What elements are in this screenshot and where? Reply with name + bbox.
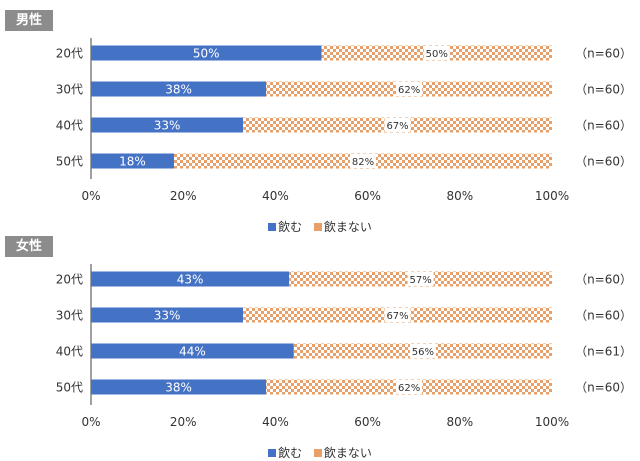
n-label: （n=60）: [575, 309, 632, 323]
female-legend: 飲む 飲まない: [0, 444, 640, 461]
legend-not-drink: 飲まない: [313, 444, 372, 461]
bar-label-drink: 38%: [165, 381, 192, 395]
bar-label-box: [409, 344, 436, 358]
legend-drink-swatch: [268, 223, 277, 231]
x-tick-label: 100%: [535, 189, 569, 203]
category-label: 30代: [56, 83, 83, 97]
bar-label-drink: 44%: [179, 345, 206, 359]
bar-label-not-drink: 50%: [426, 49, 448, 60]
n-label: （n=60）: [575, 273, 632, 287]
legend-not-drink-swatch: [313, 449, 322, 457]
female-chart: 43% 57% 20代 （n=60） 33% 67% 30代 （n=60） 44% 56% 40代 （…: [56, 264, 632, 429]
n-label: （n=60）: [575, 47, 632, 61]
bar-label-not-drink: 82%: [352, 157, 374, 168]
bar-drink: [91, 307, 244, 323]
bar-label-drink: 43%: [177, 273, 204, 287]
bar-label-not-drink: 57%: [409, 275, 431, 286]
n-label: （n=60）: [575, 381, 632, 395]
legend-drink: 飲む: [268, 444, 302, 461]
bar-label-drink: 33%: [154, 119, 181, 133]
x-tick-label: 40%: [262, 415, 289, 429]
n-label: （n=60）: [575, 119, 632, 133]
x-tick-label: 60%: [354, 189, 381, 203]
n-label: （n=61）: [575, 345, 632, 359]
male-legend: 飲む 飲まない: [0, 218, 640, 235]
bar-label-box: [396, 380, 423, 394]
legend-not-drink-swatch: [313, 223, 322, 231]
bar-label-drink: 18%: [119, 155, 146, 169]
legend-drink-label: 飲む: [278, 446, 303, 460]
bar-label-drink: 33%: [154, 309, 181, 323]
x-tick-label: 60%: [354, 415, 381, 429]
x-tick-label: 20%: [170, 415, 197, 429]
female-chart-panel: 女性 43% 57% 20代 （n=60） 33% 67% 30代 （n=60） 44% 56% 4…: [0, 236, 640, 460]
legend-drink: 飲む: [268, 218, 302, 235]
male-chart-panel: 男性 50% 50% 20代 （n=60） 38% 62% 30代 （n=60） 33% 67% 4…: [0, 10, 640, 234]
x-tick-label: 40%: [262, 189, 289, 203]
n-label: （n=60）: [575, 155, 632, 169]
bar-label-drink: 50%: [193, 47, 220, 61]
male-title: 男性: [5, 10, 53, 31]
bar-drink: [91, 81, 267, 97]
bar-label-not-drink: 56%: [412, 347, 434, 358]
category-label: 50代: [56, 155, 83, 169]
x-tick-label: 100%: [535, 415, 569, 429]
legend-drink-label: 飲む: [278, 220, 303, 234]
x-tick-label: 0%: [81, 189, 100, 203]
bar-label-box: [384, 118, 411, 132]
bar-label-box: [396, 82, 423, 96]
bar-drink: [91, 379, 267, 395]
bar-label-not-drink: 62%: [398, 85, 420, 96]
x-tick-label: 0%: [81, 415, 100, 429]
bar-label-box: [384, 308, 411, 322]
legend-drink-swatch: [268, 449, 277, 457]
bar-label-drink: 38%: [165, 83, 192, 97]
x-tick-label: 80%: [446, 189, 473, 203]
bar-label-box: [407, 272, 434, 286]
bar-label-not-drink: 67%: [386, 311, 408, 322]
category-label: 20代: [56, 47, 83, 61]
bar-drink: [91, 45, 322, 61]
bar-drink: [91, 343, 294, 359]
legend-not-drink-label: 飲まない: [323, 446, 372, 460]
bar-label-box: [349, 154, 376, 168]
bar-label-box: [423, 46, 450, 60]
legend-not-drink-label: 飲まない: [323, 220, 372, 234]
bar-label-not-drink: 62%: [398, 383, 420, 394]
bar-drink: [91, 153, 174, 169]
x-tick-label: 80%: [446, 415, 473, 429]
category-label: 30代: [56, 309, 83, 323]
legend-not-drink: 飲まない: [313, 218, 372, 235]
bar-drink: [91, 271, 290, 287]
bar-drink: [91, 117, 244, 133]
x-tick-label: 20%: [170, 189, 197, 203]
bar-label-not-drink: 67%: [386, 121, 408, 132]
male-chart: 50% 50% 20代 （n=60） 38% 62% 30代 （n=60） 33% 67% 40代 （…: [56, 38, 632, 203]
n-label: （n=60）: [575, 83, 632, 97]
category-label: 40代: [56, 345, 83, 359]
category-label: 40代: [56, 119, 83, 133]
category-label: 50代: [56, 381, 83, 395]
female-title: 女性: [5, 236, 53, 257]
category-label: 20代: [56, 273, 83, 287]
